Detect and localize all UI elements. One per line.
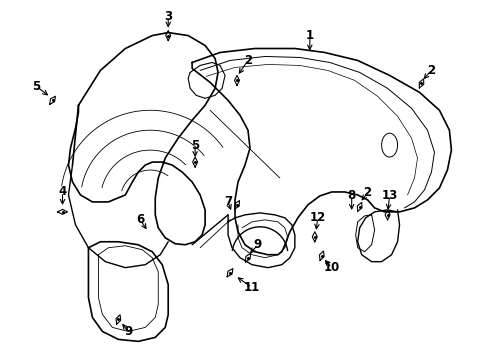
Text: 1: 1 [305, 29, 313, 42]
Text: 5: 5 [191, 139, 199, 152]
Text: 9: 9 [124, 325, 132, 338]
Text: 2: 2 [427, 64, 435, 77]
Text: 13: 13 [381, 189, 397, 202]
Text: 10: 10 [323, 261, 339, 274]
Text: 2: 2 [363, 186, 371, 199]
Text: 3: 3 [164, 10, 172, 23]
Text: 8: 8 [347, 189, 355, 202]
Text: 9: 9 [253, 238, 262, 251]
Text: 5: 5 [32, 80, 41, 93]
Text: 12: 12 [309, 211, 325, 224]
Text: 4: 4 [58, 185, 66, 198]
Text: 11: 11 [244, 281, 260, 294]
Text: 2: 2 [244, 54, 251, 67]
Text: 6: 6 [136, 213, 144, 226]
Text: 7: 7 [224, 195, 232, 208]
